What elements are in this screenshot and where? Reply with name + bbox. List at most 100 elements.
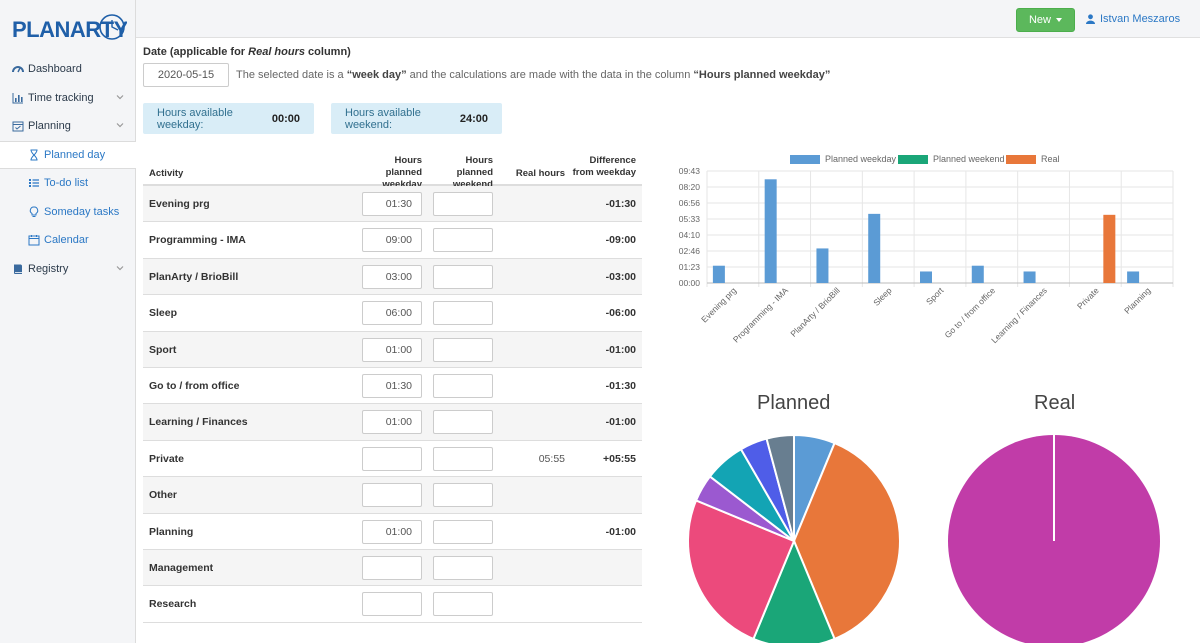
x-tick-label: Go to / from office	[942, 285, 997, 340]
bar[interactable]	[1023, 271, 1036, 283]
pie-planned-slice[interactable]	[694, 475, 795, 542]
note-text: and the calculations are made with the d…	[406, 69, 694, 81]
bar-chart-svg: 00:00 01:23 02:46 04:10 05:33 06:56 08:20 09:43…	[679, 166, 1174, 345]
sidebar-item-time-tracking[interactable]: Time tracking	[0, 84, 136, 113]
planned-weekend-input[interactable]	[433, 301, 493, 326]
y-tick-label: 00:00	[679, 278, 701, 288]
hourglass-icon	[28, 149, 40, 161]
planned-weekend-input[interactable]	[433, 483, 493, 508]
pie-planned-slice[interactable]	[792, 441, 901, 641]
difference: -09:00	[605, 234, 636, 247]
sidebar-item-todo-list[interactable]: To-do list	[0, 169, 136, 198]
y-tick-label: 06:56	[679, 198, 701, 208]
bar[interactable]	[1127, 271, 1140, 283]
bar[interactable]	[971, 265, 984, 283]
sidebar-item-label: Planned day	[44, 148, 106, 161]
planned-weekend-input[interactable]	[433, 228, 493, 253]
y-tick-label: 04:10	[679, 230, 701, 240]
planned-weekday-input[interactable]	[362, 446, 422, 471]
planned-weekday-input[interactable]: 06:00	[362, 301, 422, 326]
date-label-em: Real hours	[248, 46, 305, 58]
sidebar-item-planned-day[interactable]: Planned day	[0, 140, 136, 169]
bar[interactable]	[764, 179, 777, 283]
date-label: Date (applicable for Real hours column)	[143, 46, 351, 58]
list-icon	[28, 177, 40, 189]
planned-weekend-input[interactable]	[433, 555, 493, 580]
pie-planned-slice[interactable]	[752, 538, 836, 643]
sidebar-item-dashboard[interactable]: Dashboard	[0, 55, 136, 84]
planned-weekday-input[interactable]: 01:30	[362, 192, 422, 216]
col-label: Hours planned	[385, 155, 422, 178]
avail-value: 00:00	[271, 112, 300, 125]
planned-weekday-input[interactable]: 09:00	[362, 228, 422, 253]
bar[interactable]	[920, 271, 932, 283]
planned-weekend-input[interactable]	[433, 446, 493, 471]
date-label-prefix: Date (applicable for	[143, 46, 249, 58]
planned-weekday-input[interactable]	[362, 592, 422, 617]
planned-weekend-input[interactable]	[433, 264, 493, 289]
activity-name: Programming - IMA	[149, 234, 246, 247]
user-menu[interactable]: Istvan Meszaros	[1086, 13, 1180, 25]
new-button-label: New	[1028, 14, 1051, 26]
planned-weekday-input[interactable]: 01:30	[362, 373, 422, 398]
planned-weekday-input[interactable]: 01:00	[362, 337, 422, 362]
sidebar-item-planning[interactable]: Planning	[0, 112, 136, 141]
planned-weekend-input[interactable]	[433, 337, 493, 362]
sidebar-item-label: Planning	[28, 120, 71, 133]
sidebar-item-someday-tasks[interactable]: Someday tasks	[0, 198, 136, 227]
bar[interactable]	[712, 265, 725, 283]
pie-planned-slice[interactable]	[687, 499, 796, 641]
pie-planned-slice[interactable]	[739, 437, 795, 542]
avail-value: 24:00	[459, 112, 488, 125]
calendar-icon	[28, 234, 40, 246]
planarty-logo[interactable]: PLANARTY	[12, 12, 127, 44]
legend-planned-weekday[interactable]: Planned weekday	[790, 154, 896, 164]
activity-name: Go to / from office	[149, 379, 240, 392]
planned-weekend-input[interactable]	[433, 410, 493, 435]
difference: -01:30	[605, 379, 636, 392]
planned-weekend-input[interactable]	[433, 373, 493, 398]
table-row: Sport 01:00 -01:00	[143, 331, 642, 368]
legend-planned-weekend[interactable]: Planned weekend	[898, 154, 1005, 164]
legend-real[interactable]: Real	[1006, 154, 1060, 164]
difference: -01:00	[605, 416, 636, 429]
y-tick-label: 01:23	[679, 262, 701, 272]
col-difference: Difference from weekday	[573, 155, 636, 179]
new-button[interactable]: New	[1016, 8, 1075, 32]
difference: -01:00	[605, 343, 636, 356]
planned-weekend-input[interactable]	[433, 592, 493, 617]
activity-name: Sleep	[149, 307, 178, 320]
col-activity: Activity	[149, 168, 184, 179]
sidebar-item-calendar[interactable]: Calendar	[0, 226, 136, 255]
planned-weekday-input[interactable]: 01:00	[362, 410, 422, 435]
pie-planned-slice[interactable]	[708, 447, 795, 542]
book-icon	[12, 263, 24, 275]
planned-weekday-input[interactable]	[362, 555, 422, 580]
planned-weekday-input[interactable]	[362, 483, 422, 508]
sidebar-item-label: Dashboard	[28, 63, 82, 76]
table-row: Private 05:55 +05:55	[143, 441, 642, 478]
col-planned-weekend: Hours planned weekend	[433, 155, 493, 191]
pie-planned-slice[interactable]	[765, 433, 795, 542]
table-row: Management	[143, 549, 642, 587]
planned-weekday-input[interactable]: 03:00	[362, 264, 422, 289]
bar[interactable]	[1103, 214, 1116, 283]
difference: -01:30	[605, 198, 636, 210]
col-label: weekday	[382, 179, 422, 190]
activity-name: Planning	[149, 525, 194, 538]
x-tick-label: Private	[1075, 285, 1101, 311]
bar[interactable]	[868, 213, 881, 283]
activity-name: Learning / Finances	[149, 416, 248, 429]
sidebar-item-label: To-do list	[44, 177, 89, 190]
difference: -03:00	[605, 270, 636, 283]
planned-weekend-input[interactable]	[433, 192, 493, 216]
pie-real-slice[interactable]	[948, 435, 1160, 643]
bar[interactable]	[816, 248, 829, 283]
sidebar-nav: Dashboard Time tracking Planning Planned…	[0, 55, 136, 283]
date-input[interactable]: 2020-05-15	[143, 63, 229, 87]
pie-planned-slice[interactable]	[793, 433, 836, 542]
planned-weekend-input[interactable]	[433, 519, 493, 544]
sidebar-item-registry[interactable]: Registry	[0, 255, 136, 284]
planned-weekday-input[interactable]: 01:00	[362, 519, 422, 544]
chevron-down-icon	[116, 94, 124, 99]
